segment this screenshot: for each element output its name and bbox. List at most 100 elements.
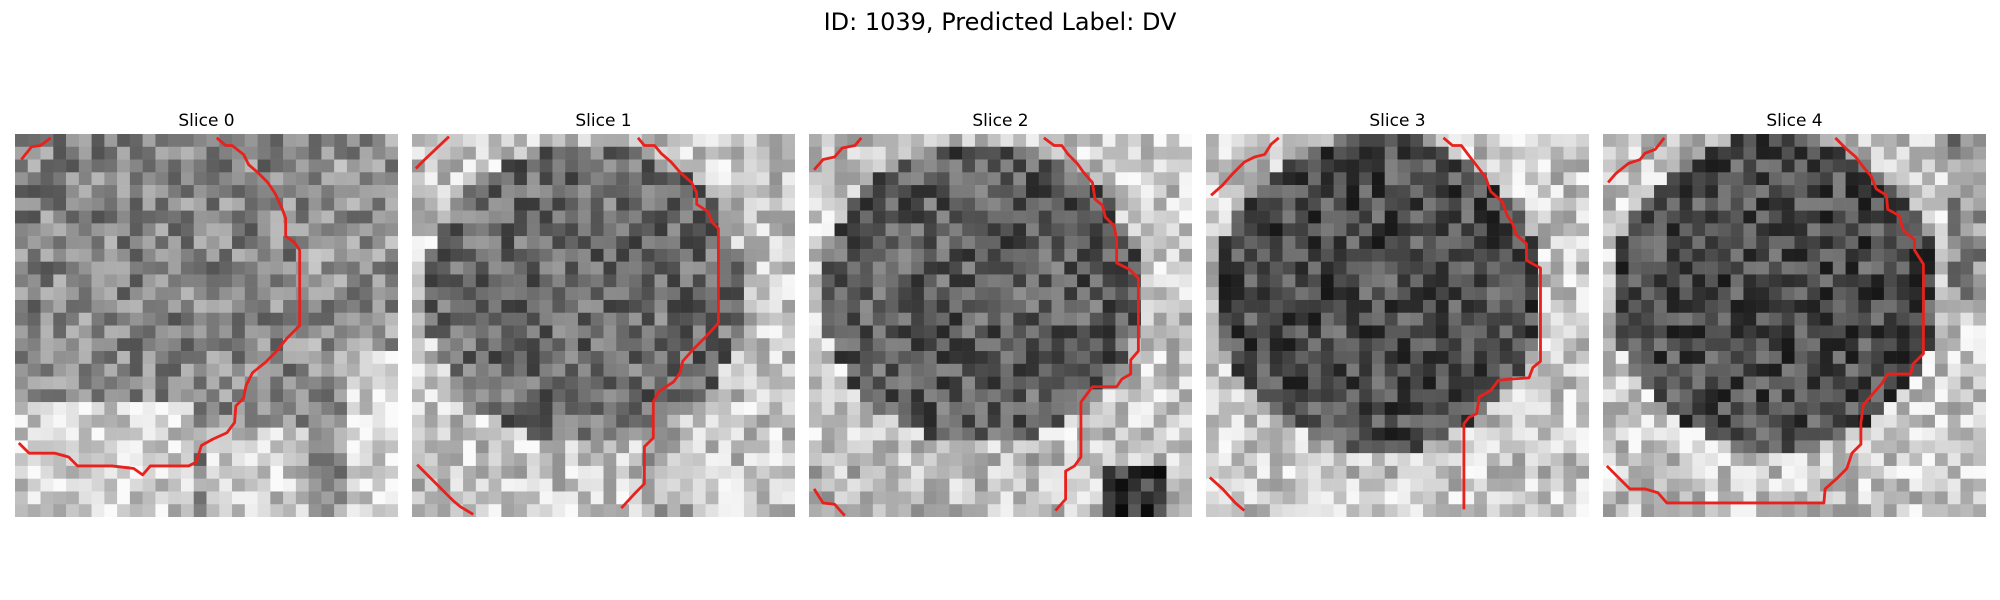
pixel bbox=[244, 248, 258, 262]
pixel bbox=[1102, 134, 1116, 148]
pixel bbox=[756, 338, 770, 352]
pixel bbox=[590, 159, 604, 173]
pixel bbox=[142, 338, 156, 352]
pixel bbox=[283, 491, 297, 505]
pixel bbox=[962, 261, 976, 275]
pixel bbox=[680, 134, 694, 148]
pixel bbox=[539, 363, 553, 377]
pixel bbox=[1730, 325, 1744, 339]
pixel bbox=[1000, 287, 1014, 301]
pixel bbox=[1615, 491, 1629, 505]
pixel bbox=[1705, 274, 1719, 288]
pixel bbox=[1013, 223, 1027, 237]
pixel bbox=[872, 389, 886, 403]
pixel bbox=[1102, 261, 1116, 275]
pixel bbox=[117, 223, 131, 237]
pixel bbox=[552, 287, 566, 301]
pixel bbox=[667, 287, 681, 301]
pixel bbox=[1896, 185, 1910, 199]
pixel bbox=[1410, 236, 1424, 250]
pixel bbox=[1883, 453, 1897, 467]
pixel bbox=[1153, 287, 1167, 301]
pixel bbox=[1730, 172, 1744, 186]
pixel bbox=[1397, 172, 1411, 186]
pixel bbox=[1807, 453, 1821, 467]
pixel bbox=[1832, 299, 1846, 313]
pixel bbox=[1333, 146, 1347, 160]
pixel bbox=[1371, 440, 1385, 454]
pixel bbox=[1756, 453, 1770, 467]
pixel bbox=[1947, 389, 1961, 403]
pixel bbox=[847, 274, 861, 288]
pixel bbox=[1140, 376, 1154, 390]
pixel bbox=[1615, 402, 1629, 416]
pixel bbox=[450, 172, 464, 186]
pixel bbox=[1206, 172, 1220, 186]
pixel bbox=[1628, 236, 1642, 250]
pixel bbox=[117, 465, 131, 479]
pixel bbox=[180, 440, 194, 454]
pixel bbox=[1064, 287, 1078, 301]
pixel bbox=[923, 453, 937, 467]
pixel bbox=[1537, 172, 1551, 186]
pixel bbox=[308, 465, 322, 479]
pixel bbox=[155, 325, 169, 339]
pixel bbox=[180, 287, 194, 301]
pixel bbox=[129, 363, 143, 377]
pixel bbox=[590, 287, 604, 301]
pixel bbox=[1486, 248, 1500, 262]
pixel bbox=[1474, 185, 1488, 199]
pixel bbox=[40, 478, 54, 492]
pixel bbox=[27, 389, 41, 403]
pixel bbox=[1179, 465, 1192, 479]
pixel bbox=[1499, 299, 1513, 313]
pixel bbox=[180, 197, 194, 211]
pixel bbox=[1218, 389, 1232, 403]
pixel bbox=[1807, 440, 1821, 454]
pixel bbox=[577, 261, 591, 275]
pixel bbox=[847, 159, 861, 173]
pixel bbox=[731, 491, 745, 505]
pixel bbox=[475, 236, 489, 250]
pixel bbox=[1089, 338, 1103, 352]
pixel bbox=[1871, 197, 1885, 211]
pixel bbox=[1743, 172, 1757, 186]
pixel bbox=[1206, 504, 1220, 517]
pixel bbox=[1026, 299, 1040, 313]
pixel bbox=[1346, 185, 1360, 199]
pixel bbox=[1308, 325, 1322, 339]
pixel bbox=[1000, 402, 1014, 416]
pixel bbox=[66, 287, 80, 301]
pixel bbox=[667, 223, 681, 237]
pixel bbox=[142, 402, 156, 416]
pixel bbox=[257, 274, 271, 288]
pixel bbox=[308, 504, 322, 517]
pixel bbox=[1435, 223, 1449, 237]
pixel bbox=[1679, 414, 1693, 428]
pixel bbox=[539, 478, 553, 492]
pixel bbox=[359, 351, 373, 365]
pixel bbox=[1269, 478, 1283, 492]
pixel bbox=[987, 427, 1001, 441]
pixel bbox=[769, 159, 783, 173]
pixel bbox=[232, 504, 246, 517]
pixel bbox=[1781, 312, 1795, 326]
pixel bbox=[1794, 185, 1808, 199]
pixel bbox=[450, 223, 464, 237]
pixel bbox=[1153, 185, 1167, 199]
pixel bbox=[321, 210, 335, 224]
pixel bbox=[1166, 197, 1180, 211]
pixel bbox=[1563, 172, 1577, 186]
pixel bbox=[15, 312, 29, 326]
pixel bbox=[1730, 146, 1744, 160]
pixel bbox=[1705, 146, 1719, 160]
pixel bbox=[962, 363, 976, 377]
pixel bbox=[66, 134, 80, 148]
pixel bbox=[1140, 299, 1154, 313]
pixel bbox=[1333, 261, 1347, 275]
pixel bbox=[1628, 210, 1642, 224]
pixel bbox=[1448, 299, 1462, 313]
pixel bbox=[743, 146, 757, 160]
pixel bbox=[565, 376, 579, 390]
pixel bbox=[475, 402, 489, 416]
